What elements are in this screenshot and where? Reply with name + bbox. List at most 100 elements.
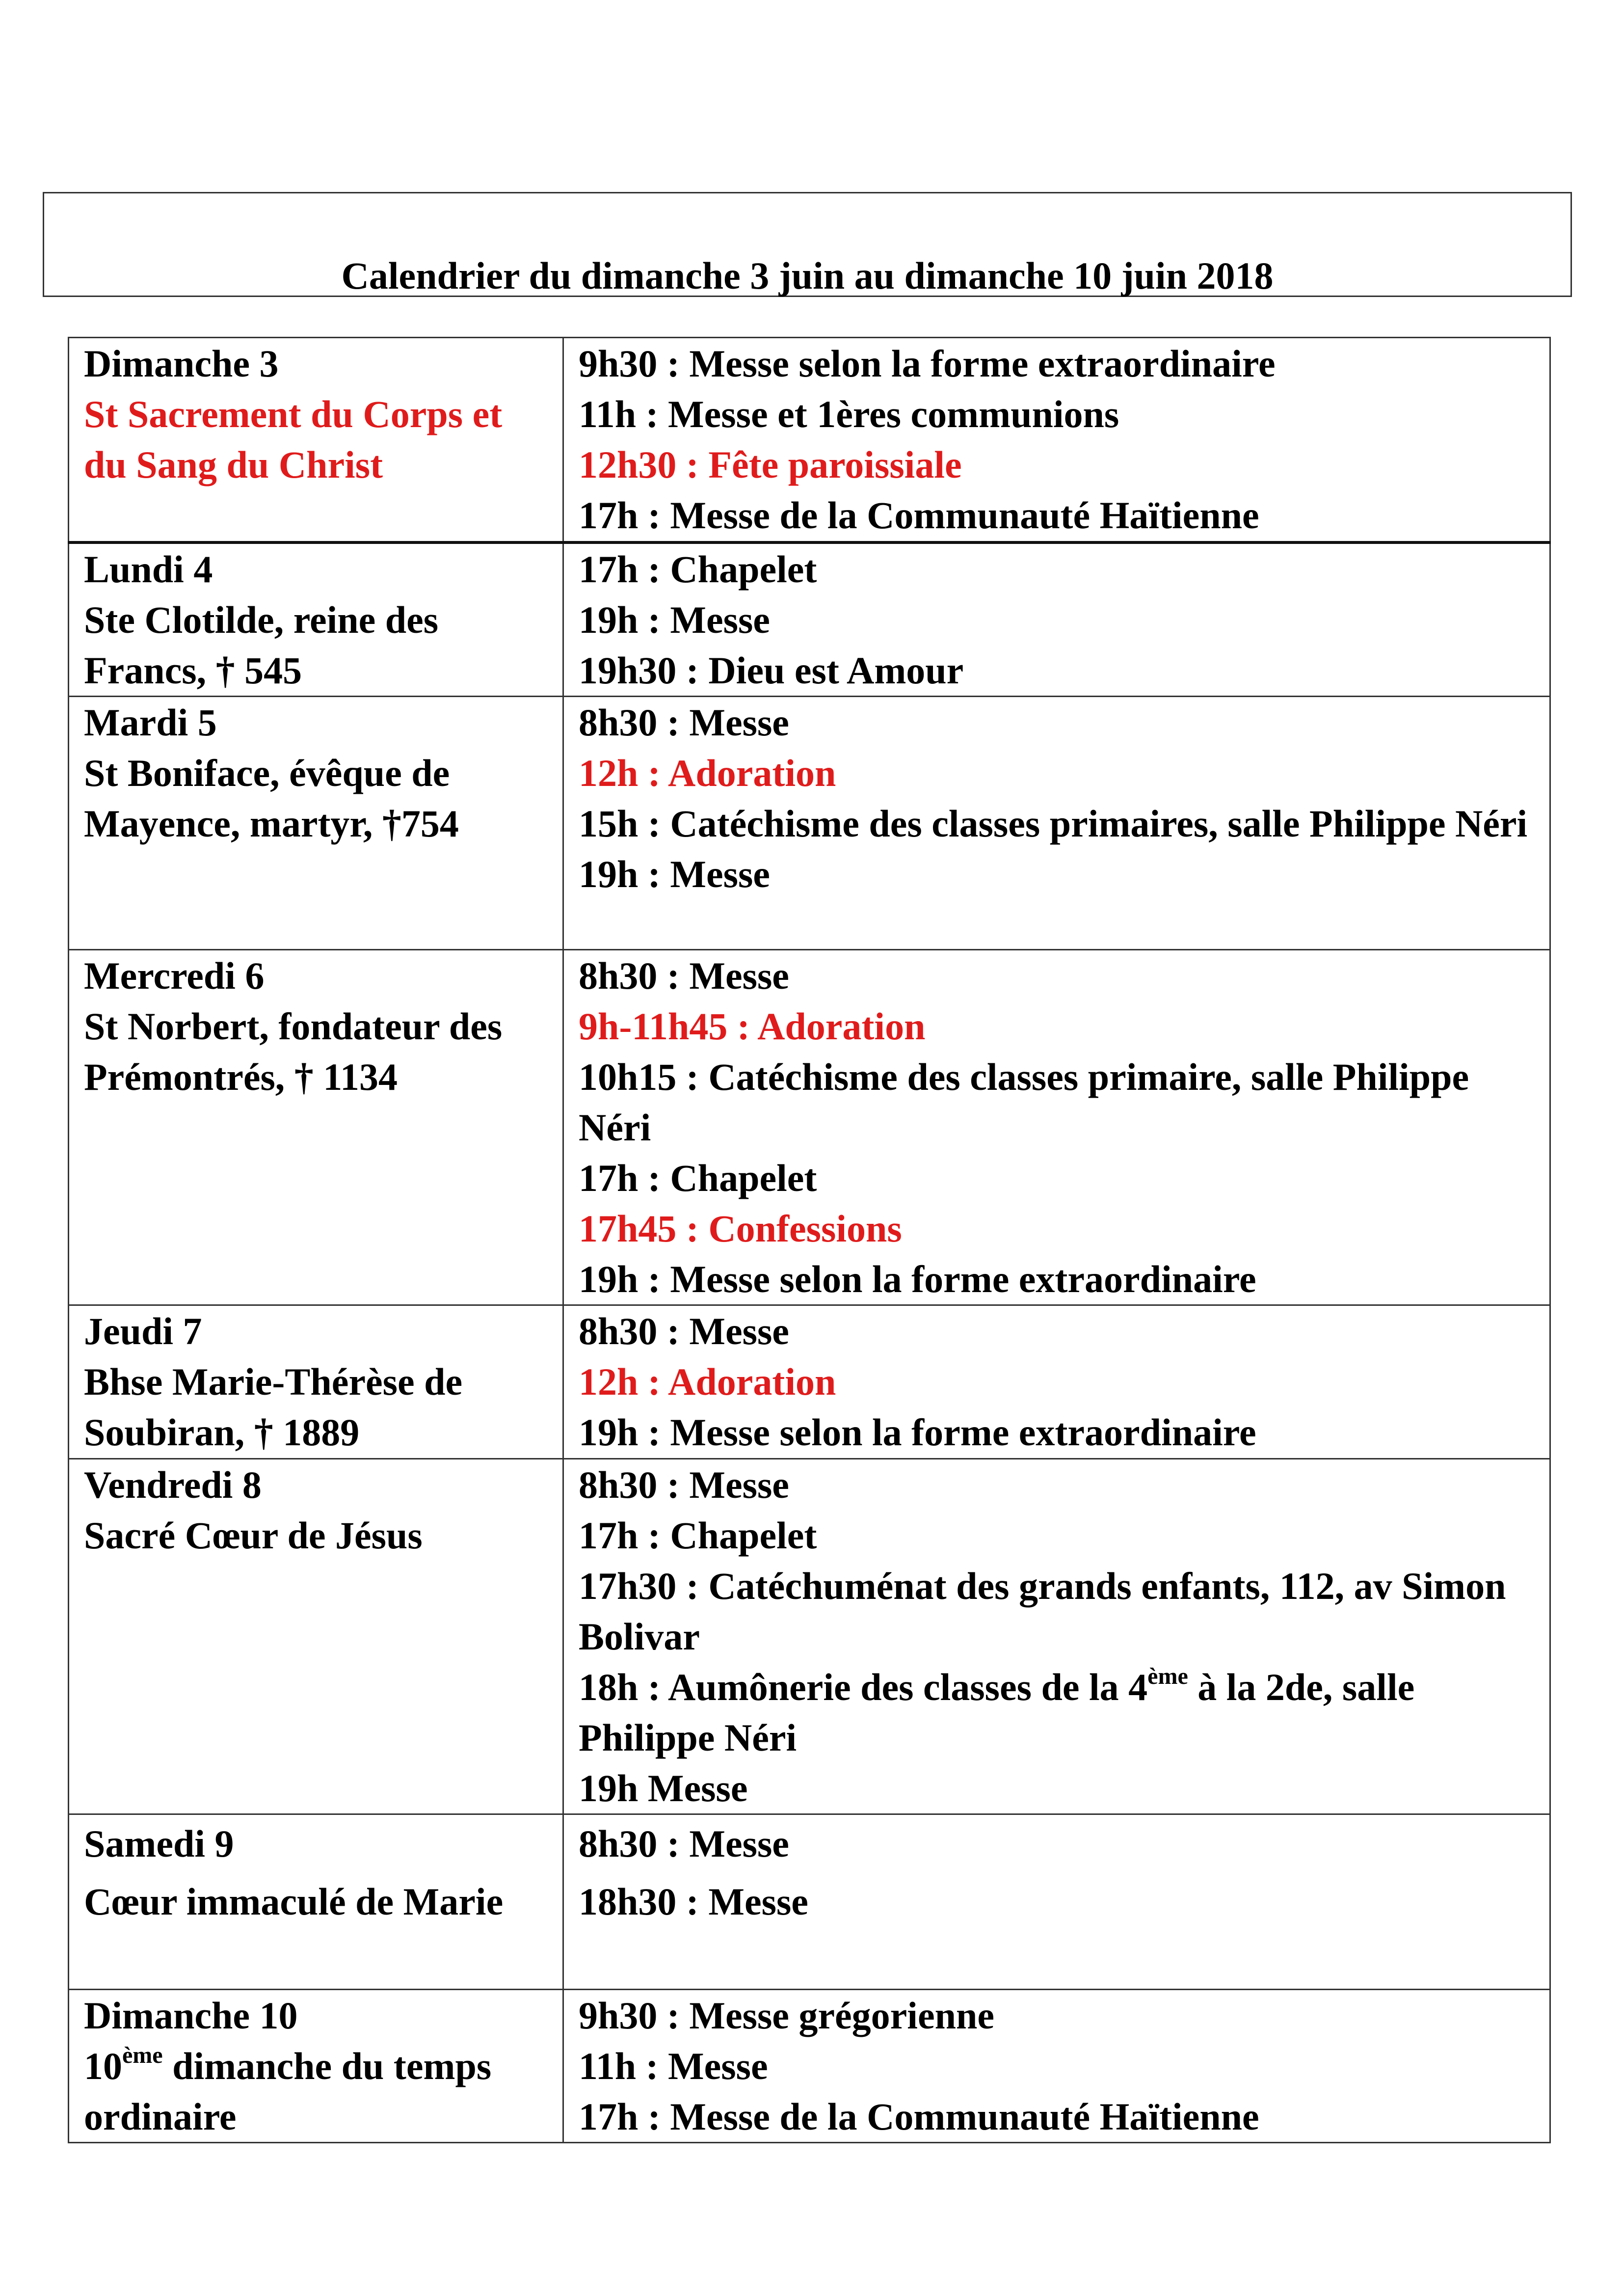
event-item: 8h30 : Messe — [579, 697, 1536, 748]
event-item: 17h : Messe de la Communauté Haïtienne — [579, 490, 1536, 540]
weekly-calendar-table: Dimanche 3 St Sacrement du Corps et du Sa… — [68, 337, 1551, 2143]
event-item: 11h : Messe et 1ères communions — [579, 389, 1536, 439]
event-item-text: 9h30 : Messe grégorienne — [579, 1994, 994, 2037]
event-item-text: 17h : Chapelet — [579, 1156, 817, 1199]
day-cell: Mercredi 6 St Norbert, fondateur des Prém… — [68, 948, 564, 1306]
events-cell: 8h30 : Messe 12h : Adoration 15h : Catéchi… — [562, 695, 1551, 950]
event-item-text: 12h : Adoration — [579, 1360, 836, 1403]
events-cell: 9h30 : Messe selon la forme extraordinai… — [562, 337, 1551, 544]
day-label: Dimanche 3 — [84, 342, 279, 385]
events-cell: 8h30 : Messe 18h30 : Messe — [562, 1813, 1551, 1990]
event-item: 12h30 : Fête paroissiale — [579, 439, 1536, 490]
title-box: Calendrier du dimanche 3 juin au dimanch… — [43, 192, 1572, 297]
feast-label-text: St Boniface, évêque de Mayence, martyr, … — [84, 751, 459, 845]
day-label: Samedi 9 — [84, 1822, 234, 1865]
event-item-text: 19h : Messe selon la forme extraordinair… — [579, 1410, 1256, 1454]
event-item: 19h : Messe — [579, 594, 1536, 645]
day-cell: Mardi 5 St Boniface, évêque de Mayence, m… — [68, 695, 564, 950]
day-label: Mardi 5 — [84, 701, 217, 744]
table-row: Vendredi 8 Sacré Cœur de Jésus 8h30 : Mess… — [68, 1458, 1551, 1815]
event-item: 12h : Adoration — [579, 748, 1536, 798]
event-item-text: 8h30 : Messe — [579, 954, 789, 997]
event-item: 19h30 : Dieu est Amour — [579, 645, 1536, 696]
event-item-text: 17h : Messe de la Communauté Haïtienne — [579, 494, 1259, 537]
feast-label-text: Sacré Cœur de Jésus — [84, 1513, 423, 1557]
day-cell: Vendredi 8 Sacré Cœur de Jésus — [68, 1458, 564, 1815]
event-item-text: 18h30 : Messe — [579, 1880, 808, 1923]
day-cell: Lundi 4 Ste Clotilde, reine des Francs, †… — [68, 541, 564, 697]
event-item: 18h : Aumônerie des classes de la 4ème à… — [579, 1662, 1536, 1763]
day-label: Jeudi 7 — [84, 1309, 202, 1352]
feast-label: Bhse Marie-Thérèse de Soubiran, † 1889 — [84, 1356, 549, 1458]
day-label: Dimanche 10 — [84, 1994, 298, 2037]
event-item: 9h-11h45 : Adoration — [579, 1001, 1536, 1052]
event-item-text: 17h : Messe de la Communauté Haïtienne — [579, 2095, 1259, 2138]
day-cell: Dimanche 3 St Sacrement du Corps et du Sa… — [68, 337, 564, 544]
event-item-text: 10h15 : Catéchisme des classes primaire,… — [579, 1055, 1469, 1149]
event-item-text: 12h30 : Fête paroissiale — [579, 443, 962, 486]
event-item: 12h : Adoration — [579, 1356, 1536, 1407]
event-item-text: 15h : Catéchisme des classes primaires, … — [579, 802, 1528, 845]
event-item-text: 8h30 : Messe — [579, 1463, 789, 1506]
event-item-text: 17h : Chapelet — [579, 547, 817, 591]
day-cell: Samedi 9 Cœur immaculé de Marie — [68, 1813, 564, 1990]
event-item: 17h30 : Catéchuménat des grands enfants,… — [579, 1561, 1536, 1662]
table-row: Lundi 4 Ste Clotilde, reine des Francs, †… — [68, 541, 1551, 697]
event-item: 17h : Chapelet — [579, 1510, 1536, 1561]
event-item-text: 19h : Messe selon la forme extraordinair… — [579, 1257, 1256, 1300]
event-item: 18h30 : Messe — [579, 1873, 1536, 1931]
event-item: 8h30 : Messe — [579, 950, 1536, 1001]
event-item-text: 8h30 : Messe — [579, 1822, 789, 1865]
feast-label-superscript: ème — [122, 2042, 163, 2068]
feast-label-text: Cœur immaculé de Marie — [84, 1880, 504, 1923]
event-item-text: 18h : Aumônerie des classes de la 4 — [579, 1665, 1148, 1708]
event-item: 8h30 : Messe — [579, 1306, 1536, 1356]
day-label: Vendredi 8 — [84, 1463, 262, 1506]
event-item-text: 11h : Messe — [579, 2044, 768, 2087]
day-label: Mercredi 6 — [84, 954, 265, 997]
event-item: 11h : Messe — [579, 2041, 1536, 2091]
table-row: Samedi 9 Cœur immaculé de Marie 8h30 : Mes… — [68, 1813, 1551, 1990]
event-item-text: 11h : Messe et 1ères communions — [579, 393, 1119, 435]
event-item-text-cont: à la 2de, salle Philippe Néri — [579, 1665, 1415, 1759]
event-item: 17h : Chapelet — [579, 1153, 1536, 1203]
event-item: 19h : Messe selon la forme extraordinair… — [579, 1407, 1536, 1458]
event-item-superscript: ème — [1147, 1663, 1188, 1689]
feast-label-text: St Norbert, fondateur des Prémontrés, † … — [84, 1004, 503, 1098]
event-item: 17h45 : Confessions — [579, 1203, 1536, 1254]
event-item-text: 17h45 : Confessions — [579, 1207, 902, 1250]
event-item: 9h30 : Messe selon la forme extraordinai… — [579, 338, 1536, 389]
event-item: 15h : Catéchisme des classes primaires, … — [579, 798, 1536, 849]
table-row: Jeudi 7 Bhse Marie-Thérèse de Soubiran, †… — [68, 1304, 1551, 1459]
event-item-text: 19h : Messe — [579, 598, 770, 641]
event-item: 19h : Messe — [579, 849, 1536, 899]
day-label: Lundi 4 — [84, 547, 213, 591]
feast-label-text: 10 — [84, 2044, 122, 2087]
table-row: Dimanche 10 10ème dimanche du temps ordin… — [68, 1988, 1551, 2143]
day-cell: Dimanche 10 10ème dimanche du temps ordin… — [68, 1988, 564, 2143]
event-item: 10h15 : Catéchisme des classes primaire,… — [579, 1052, 1536, 1153]
event-item: 17h : Chapelet — [579, 544, 1536, 594]
feast-label: Cœur immaculé de Marie — [84, 1873, 549, 1931]
event-item-text: 19h30 : Dieu est Amour — [579, 648, 964, 692]
event-item: 17h : Messe de la Communauté Haïtienne — [579, 2091, 1536, 2142]
event-item-text: 12h : Adoration — [579, 751, 836, 794]
feast-label-text: St Sacrement du Corps et du Sang du Chri… — [84, 393, 503, 486]
table-row: Mardi 5 St Boniface, évêque de Mayence, m… — [68, 695, 1551, 950]
day-cell: Jeudi 7 Bhse Marie-Thérèse de Soubiran, †… — [68, 1304, 564, 1459]
events-cell: 9h30 : Messe grégorienne 11h : Messe 17h :… — [562, 1988, 1551, 2143]
feast-label: Sacré Cœur de Jésus — [84, 1510, 549, 1561]
feast-label: 10ème dimanche du temps ordinaire — [84, 2041, 549, 2142]
event-item: 19h : Messe selon la forme extraordinair… — [579, 1254, 1536, 1304]
event-item-text: 9h30 : Messe selon la forme extraordinai… — [579, 342, 1276, 385]
feast-label: Ste Clotilde, reine des Francs, † 545 — [84, 594, 549, 696]
feast-label: St Boniface, évêque de Mayence, martyr, … — [84, 748, 549, 849]
event-item-text: 9h-11h45 : Adoration — [579, 1004, 926, 1048]
event-item: 9h30 : Messe grégorienne — [579, 1990, 1536, 2041]
feast-label-text-cont: dimanche du temps ordinaire — [84, 2044, 492, 2138]
event-item-text: 17h30 : Catéchuménat des grands enfants,… — [579, 1564, 1506, 1658]
event-item: 8h30 : Messe — [579, 1815, 1536, 1873]
page-title: Calendrier du dimanche 3 juin au dimanch… — [341, 254, 1274, 297]
feast-label-text: Bhse Marie-Thérèse de Soubiran, † 1889 — [84, 1360, 463, 1454]
feast-label: St Norbert, fondateur des Prémontrés, † … — [84, 1001, 549, 1102]
